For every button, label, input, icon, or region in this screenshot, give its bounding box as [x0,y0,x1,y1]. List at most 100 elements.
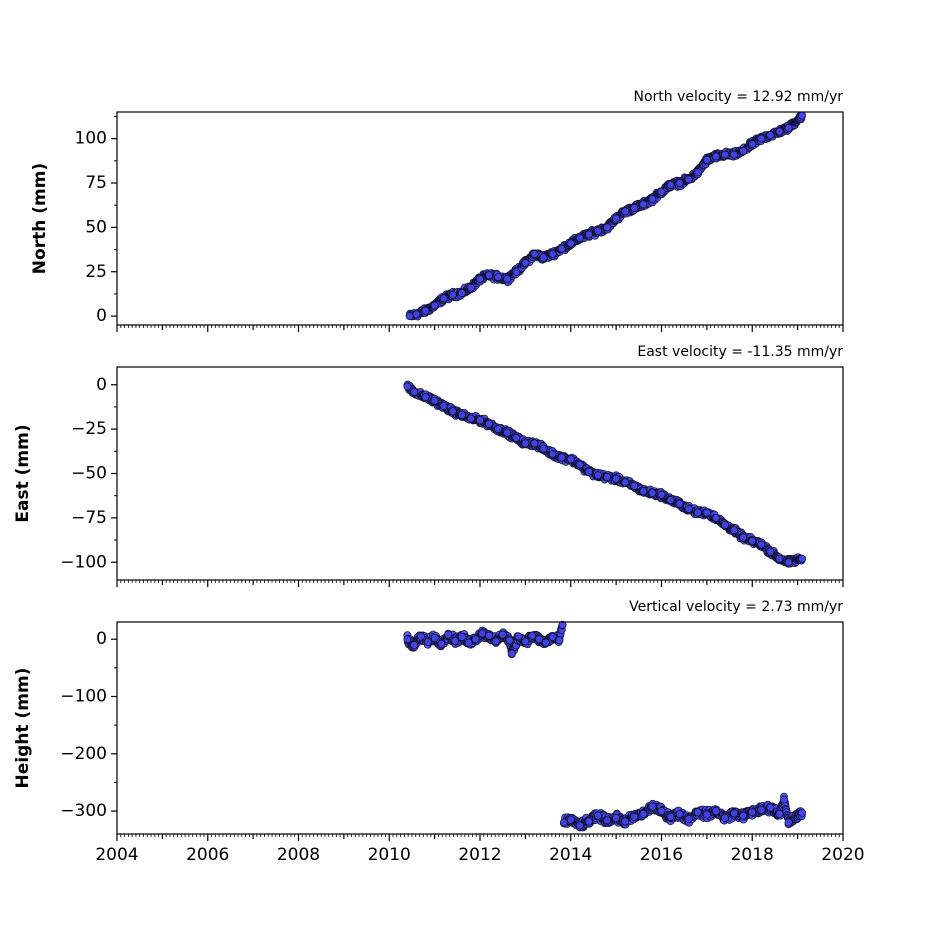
north-point [721,150,729,159]
north-point [748,139,757,148]
east-point [594,471,602,480]
north-point [702,155,711,164]
east-point [485,419,494,428]
north-point [657,187,666,196]
north-point [603,223,612,232]
north-point [784,124,793,132]
east-point [476,416,484,425]
height-point [471,635,480,644]
east-point [566,455,575,464]
east-point [512,434,521,442]
north-point [421,306,430,315]
height-point [784,818,793,827]
north-point [530,250,539,258]
north-point [766,131,775,140]
east-point [702,508,711,517]
height-point [575,821,584,830]
height-x-tick-label: 2014 [549,845,592,865]
east-point [612,474,621,483]
height-point [612,814,621,822]
height-point [444,630,453,639]
height-title: Vertical velocity = 2.73 mm/yr [629,599,843,615]
north-y-ticks: 0 25 50 75 100 [75,115,117,326]
north-point [757,134,766,143]
north-point [439,294,448,303]
height-point [730,809,739,818]
height-x-tick-label: 2020 [821,845,864,865]
height-point [548,632,557,641]
height-y-tick-label: −200 [60,744,107,764]
east-point [630,481,639,490]
north-point [739,147,748,155]
east-x-ticks [116,580,844,587]
height-point [566,815,575,824]
east-point [557,453,566,462]
north-point [666,180,675,189]
height-point [639,809,648,818]
north-y-tick-label: 100 [75,129,107,149]
east-point [548,450,557,458]
east-y-tick-label: 0 [96,375,107,395]
height-point [693,808,702,817]
north-point [584,230,593,239]
east-y-tick-label: −50 [71,464,107,484]
north-y-tick-label: 50 [85,217,107,237]
north-point [775,127,784,136]
height-point [498,630,507,639]
height-y-tick-label: −100 [60,686,107,706]
east-point [657,490,666,499]
height-point [721,814,729,822]
north-point [548,250,557,258]
east-axes-frame [116,366,844,581]
north-point [684,175,693,184]
north-title: North velocity = 12.92 mm/yr [633,89,843,105]
height-point [684,815,693,824]
height-point [507,649,516,658]
east-point [575,460,584,469]
east-point [421,393,430,402]
height-point [648,802,657,811]
north-point [575,234,584,242]
height-point [666,812,675,821]
height-point [630,812,639,821]
height-point [485,631,494,640]
height-y-tick-label: −300 [60,801,107,821]
east-y-tick-label: −100 [60,552,107,572]
east-title: East velocity = -11.35 mm/yr [637,344,843,360]
north-point [512,267,521,276]
height-panel: 0−100−200−300 2004 2006 2008 2010 2012 2014 20… [13,599,865,865]
height-point [430,634,439,642]
north-axes-frame [116,111,844,326]
north-point [798,111,807,120]
height-point [594,811,602,820]
east-y-ticks: 0 −25 −50 −75 −100 [60,375,117,572]
height-y-ticks: 0 −100 −200 −300 [60,629,117,821]
height-point [766,803,775,812]
north-point [621,207,630,216]
east-point [439,402,448,410]
east-point [403,382,412,391]
east-point [693,508,702,517]
height-point [423,638,432,647]
east-point [798,554,807,563]
north-point [448,290,457,299]
height-point [451,636,459,645]
north-point [539,253,548,262]
north-point [693,168,702,177]
north-point [494,273,503,282]
east-point [539,444,548,453]
height-point [621,817,630,826]
east-point [775,554,784,563]
north-point [466,283,475,292]
height-points [403,620,807,832]
height-point [657,807,666,816]
height-point [775,809,784,818]
height-point [528,631,537,640]
height-point [417,632,425,641]
east-point [675,499,684,508]
east-point [503,428,512,437]
north-y-tick-label: 75 [85,173,107,193]
height-x-tick-label: 2004 [95,845,138,865]
east-point [748,537,757,545]
